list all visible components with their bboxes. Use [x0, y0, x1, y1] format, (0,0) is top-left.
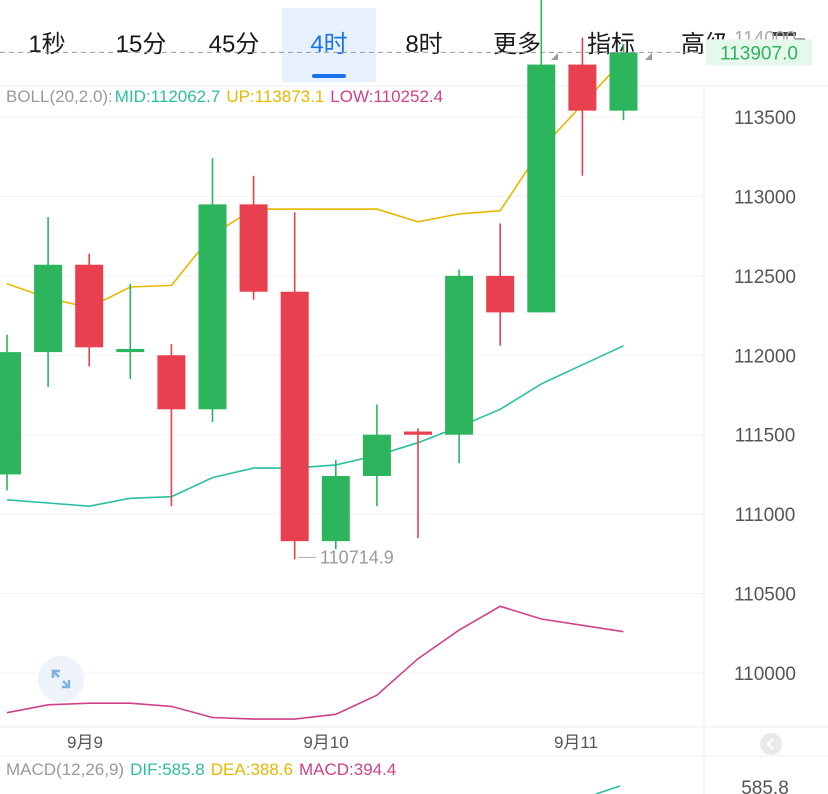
y-tick-label: 111000 — [735, 505, 796, 526]
tab-more[interactable]: 更多 — [488, 8, 558, 82]
active-tab-indicator — [312, 74, 346, 78]
low-price-label: 110714.9 — [320, 547, 394, 567]
candle-body — [34, 264, 63, 353]
boll-up-value: UP:113873.1 — [226, 87, 325, 106]
y-tick-label: 113000 — [734, 187, 796, 208]
candle-body — [0, 352, 21, 475]
expand-chart-icon[interactable] — [38, 656, 84, 702]
caret-down-icon — [645, 53, 652, 60]
y-tick-label: 110500 — [734, 585, 796, 606]
boll-legend: BOLL(20,2.0): MID:112062.7 UP:113873.1 LOW:… — [6, 87, 449, 107]
y-tick-label: 112500 — [734, 267, 796, 288]
boll-low-value: LOW:110252.4 — [330, 87, 444, 106]
boll-lower-line — [6, 345, 624, 508]
scroll-left-button[interactable] — [760, 733, 782, 755]
candle-body — [486, 275, 515, 313]
candle-body — [157, 355, 186, 410]
candle-body — [116, 348, 145, 353]
y-tick-label: 112000 — [734, 346, 796, 367]
tab-15m[interactable]: 15分 — [115, 31, 167, 58]
caret-down-icon — [551, 53, 558, 60]
candle-body — [568, 64, 597, 111]
boll-upper-line — [6, 605, 624, 720]
macd-dif-value: DIF:585.8 — [130, 760, 205, 779]
x-tick-label: 9月10 — [303, 733, 348, 752]
macd-name: MACD(12,26,9) — [6, 760, 125, 779]
tab-4h[interactable]: 4时 — [282, 8, 376, 82]
macd-tick-label: 585.8 — [741, 778, 789, 794]
macd-legend: MACD(12,26,9) DIF:585.8 DEA:388.6 MACD:394.… — [6, 760, 402, 780]
boll-mid-value: MID:112062.7 — [114, 87, 221, 106]
candle-body — [362, 434, 391, 477]
tab-4h-label: 4时 — [310, 31, 348, 58]
macd-dea-value: DEA:388.6 — [210, 760, 293, 779]
boll-mid-line — [6, 59, 625, 309]
x-tick-label: 9月11 — [554, 733, 598, 752]
tab-more-label: 更多 — [493, 31, 541, 58]
candle-body — [404, 431, 432, 435]
candle-body — [198, 204, 227, 410]
boll-name: BOLL(20,2.0): — [6, 87, 113, 106]
candle-body — [609, 52, 638, 111]
y-tick-label: 111500 — [735, 426, 796, 447]
tab-45m[interactable]: 45分 — [208, 31, 260, 58]
y-tick-label: 113500 — [734, 108, 796, 129]
macd-macd-value: MACD:394.4 — [299, 760, 397, 779]
candle-body — [527, 64, 556, 313]
tab-1s[interactable]: 1秒 — [28, 31, 66, 58]
candle-body — [239, 204, 268, 292]
candle-body — [75, 264, 104, 348]
macd-dif-line — [595, 785, 621, 794]
candle-body — [321, 476, 350, 542]
candle-body — [445, 275, 474, 435]
x-tick-label: 9月9 — [67, 733, 103, 752]
y-tick-label: 110000 — [734, 664, 796, 685]
last-price-tag — [706, 39, 812, 66]
last-price-label: 113907.0 — [720, 43, 798, 64]
candle-body — [280, 291, 309, 542]
high-price-label: 114287.9 — [434, 0, 508, 3]
tab-8h[interactable]: 8时 — [405, 31, 443, 58]
